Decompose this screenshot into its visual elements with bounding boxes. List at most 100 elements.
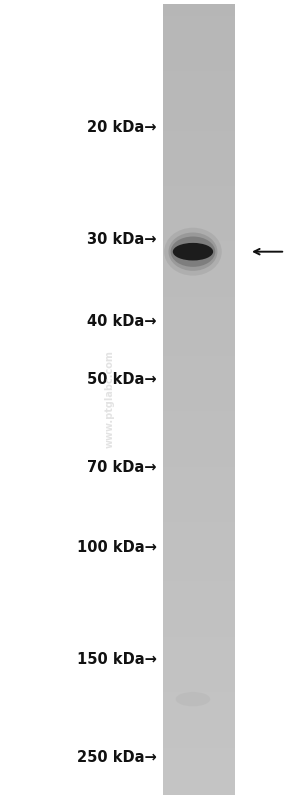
- Bar: [163, 692, 235, 696]
- Bar: [163, 340, 235, 344]
- Bar: [163, 372, 235, 376]
- Bar: [163, 566, 235, 570]
- Text: 70 kDa→: 70 kDa→: [88, 460, 157, 475]
- Bar: [163, 744, 235, 748]
- Bar: [163, 336, 235, 340]
- Bar: [163, 344, 235, 348]
- Bar: [163, 47, 235, 51]
- Bar: [163, 178, 235, 182]
- Bar: [163, 649, 235, 653]
- Bar: [163, 712, 235, 716]
- Bar: [163, 229, 235, 233]
- Bar: [163, 95, 235, 99]
- Bar: [163, 427, 235, 431]
- Bar: [163, 491, 235, 495]
- Bar: [163, 12, 235, 16]
- Bar: [163, 281, 235, 284]
- Bar: [163, 724, 235, 728]
- Bar: [163, 684, 235, 688]
- Bar: [163, 368, 235, 372]
- Bar: [163, 518, 235, 522]
- Bar: [163, 617, 235, 621]
- Bar: [163, 304, 235, 308]
- Bar: [163, 356, 235, 360]
- Bar: [163, 748, 235, 752]
- Ellipse shape: [170, 237, 215, 267]
- Bar: [163, 182, 235, 186]
- Bar: [163, 225, 235, 229]
- Bar: [163, 641, 235, 645]
- Bar: [163, 63, 235, 67]
- Bar: [163, 20, 235, 24]
- Bar: [163, 728, 235, 732]
- Bar: [163, 629, 235, 633]
- Bar: [163, 657, 235, 661]
- Bar: [163, 107, 235, 111]
- Bar: [163, 463, 235, 467]
- Bar: [163, 360, 235, 364]
- Text: 30 kDa→: 30 kDa→: [88, 233, 157, 247]
- Bar: [163, 665, 235, 669]
- Bar: [163, 767, 235, 771]
- Bar: [163, 396, 235, 400]
- Bar: [163, 669, 235, 673]
- Bar: [163, 661, 235, 665]
- Bar: [163, 645, 235, 649]
- Bar: [163, 550, 235, 554]
- Bar: [163, 423, 235, 427]
- Bar: [163, 431, 235, 435]
- Bar: [163, 257, 235, 261]
- Bar: [163, 530, 235, 534]
- Bar: [163, 55, 235, 59]
- Bar: [163, 601, 235, 605]
- Bar: [163, 166, 235, 170]
- Bar: [163, 503, 235, 507]
- Bar: [163, 87, 235, 91]
- Bar: [163, 522, 235, 526]
- Ellipse shape: [173, 243, 213, 260]
- Bar: [163, 511, 235, 515]
- Bar: [163, 740, 235, 744]
- Bar: [163, 75, 235, 79]
- Bar: [163, 284, 235, 288]
- Bar: [163, 83, 235, 87]
- Bar: [163, 515, 235, 518]
- Bar: [163, 400, 235, 403]
- Bar: [163, 348, 235, 352]
- Bar: [163, 28, 235, 32]
- Ellipse shape: [164, 228, 222, 276]
- Bar: [163, 40, 235, 44]
- Bar: [163, 609, 235, 613]
- Bar: [163, 237, 235, 241]
- Bar: [163, 115, 235, 119]
- Text: 20 kDa→: 20 kDa→: [88, 121, 157, 135]
- Bar: [163, 688, 235, 692]
- Bar: [163, 653, 235, 657]
- Bar: [163, 590, 235, 594]
- Bar: [163, 67, 235, 71]
- Text: 40 kDa→: 40 kDa→: [88, 315, 157, 329]
- Bar: [163, 455, 235, 459]
- Bar: [163, 495, 235, 499]
- Bar: [163, 59, 235, 63]
- Bar: [163, 241, 235, 245]
- Bar: [163, 32, 235, 36]
- Bar: [163, 546, 235, 550]
- Bar: [163, 538, 235, 542]
- Bar: [163, 447, 235, 451]
- Bar: [163, 487, 235, 491]
- Bar: [163, 269, 235, 273]
- Bar: [163, 312, 235, 316]
- Bar: [163, 621, 235, 625]
- Bar: [163, 277, 235, 281]
- Bar: [163, 352, 235, 356]
- Bar: [163, 162, 235, 166]
- Bar: [163, 328, 235, 332]
- Bar: [163, 582, 235, 586]
- Bar: [163, 388, 235, 392]
- Bar: [163, 194, 235, 198]
- Bar: [163, 696, 235, 700]
- Bar: [163, 403, 235, 407]
- Bar: [163, 613, 235, 617]
- Bar: [163, 43, 235, 47]
